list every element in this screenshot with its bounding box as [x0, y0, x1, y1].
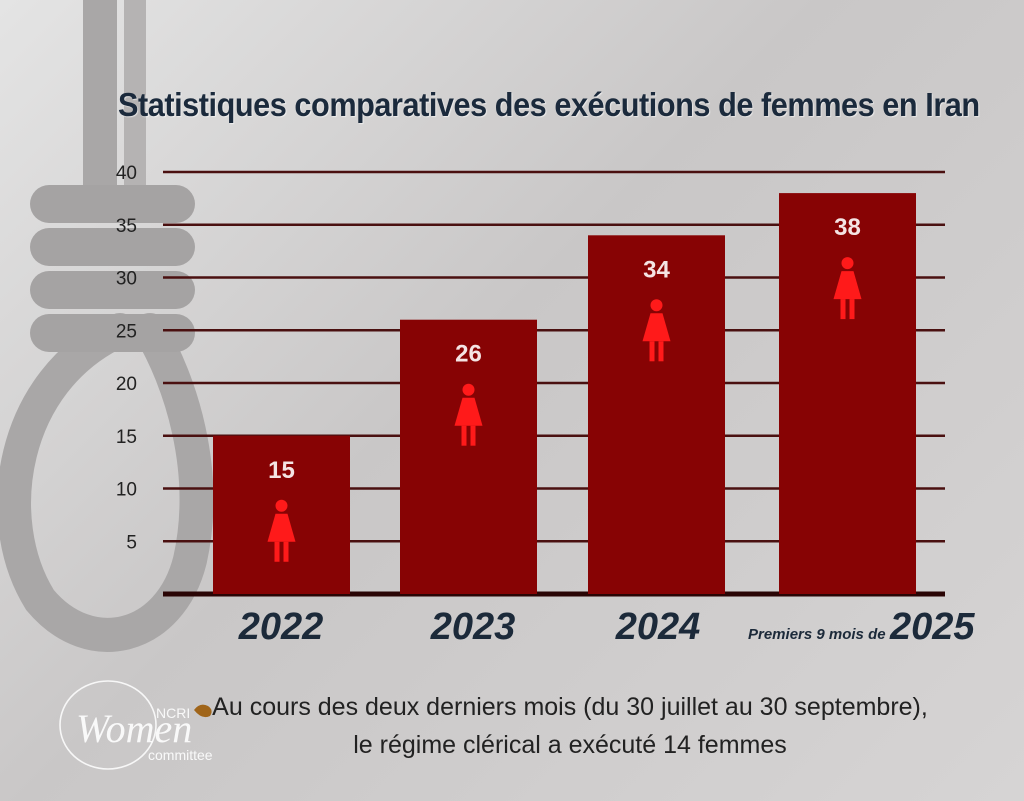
data-label-2024: 34 — [643, 256, 670, 283]
logo-committee-text: committee — [148, 747, 213, 763]
woman-icon — [454, 383, 483, 446]
bar-2025 — [779, 193, 916, 594]
ncri-women-committee-logo: Women NCRI committee — [59, 680, 213, 770]
woman-icon — [833, 257, 862, 320]
y-tick-label-25: 25 — [116, 321, 137, 342]
x-tick-2024: 2024 — [615, 606, 701, 648]
x-tick-2023: 2023 — [430, 606, 516, 648]
y-tick-label-20: 20 — [116, 374, 137, 395]
footnote: Au cours des deux derniers mois (du 30 j… — [200, 688, 940, 764]
data-label-2022: 15 — [268, 457, 295, 484]
x-tick-2025-prefix: Premiers 9 mois de — [748, 626, 886, 643]
chart-title: Statistiques comparatives des exécutions… — [118, 86, 980, 123]
footnote-line-2: le régime clérical a exécuté 14 femmes — [353, 731, 787, 759]
footnote-line-1: Au cours des deux derniers mois (du 30 j… — [212, 693, 928, 721]
data-label-2023: 26 — [455, 341, 482, 368]
y-tick-label-40: 40 — [116, 163, 137, 184]
y-tick-label-5: 5 — [126, 532, 137, 553]
bar-2024 — [588, 235, 725, 595]
logo-ncri-text: NCRI — [156, 705, 190, 721]
woman-icon — [642, 299, 671, 362]
logo-women-text: Women — [76, 706, 192, 751]
x-tick-2025: 2025 — [890, 606, 975, 648]
data-label-2025: 38 — [834, 214, 861, 241]
x-tick-2025-group: Premiers 9 mois de 2025 — [748, 606, 975, 649]
y-tick-label-30: 30 — [116, 269, 137, 290]
y-tick-label-10: 10 — [116, 480, 137, 501]
y-tick-label-35: 35 — [116, 216, 137, 237]
y-tick-label-15: 15 — [116, 427, 137, 448]
bar-2023 — [400, 319, 537, 594]
logo-lion-icon — [194, 704, 212, 718]
x-tick-2022: 2022 — [238, 606, 324, 648]
noose-illustration — [0, 0, 214, 652]
woman-icon — [267, 499, 296, 562]
